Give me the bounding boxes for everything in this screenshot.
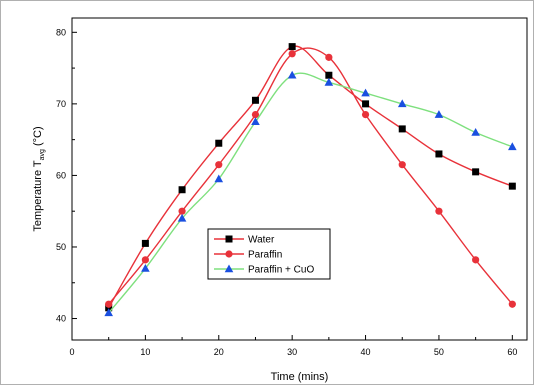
data-point-water: [325, 71, 333, 79]
data-point-water: [288, 43, 296, 51]
data-point-paraffin: [215, 161, 223, 169]
data-point-paraffin-cuo: [434, 110, 444, 118]
series-group: [104, 43, 517, 317]
data-point-paraffin: [325, 53, 333, 61]
plot-frame: [71, 17, 528, 341]
x-tick-label: 40: [361, 347, 371, 357]
data-point-water: [472, 168, 480, 176]
x-tick-label: 10: [140, 347, 150, 357]
series-paraffin-cuo: [104, 70, 517, 317]
y-label-subscript: avg: [39, 149, 46, 160]
series-water: [105, 43, 516, 312]
x-tick-label: 0: [69, 347, 74, 357]
data-point-paraffin-cuo: [397, 99, 407, 108]
data-point-water: [251, 96, 259, 104]
data-point-water: [508, 182, 516, 190]
axes: 0 10 20 30 40 50 60 40 50 60 70 80 Time (mins) Temper…: [32, 27, 517, 383]
x-tick-label: 20: [214, 347, 224, 357]
data-point-paraffin: [251, 111, 260, 119]
data-point-water: [398, 125, 406, 133]
data-point-paraffin-cuo: [177, 213, 187, 222]
data-point-paraffin: [508, 300, 516, 308]
data-point-paraffin: [105, 300, 113, 308]
data-point-paraffin-cuo: [508, 142, 517, 151]
data-point-paraffin-cuo: [251, 117, 260, 126]
plot-area: [71, 17, 528, 341]
data-point-paraffin: [178, 207, 186, 215]
y-label-main: Temperature T: [32, 160, 44, 232]
x-tick-label: 60: [507, 347, 517, 357]
data-point-water: [362, 100, 370, 108]
data-point-paraffin-cuo: [287, 70, 297, 79]
y-tick-label: 60: [56, 170, 66, 180]
legend-marker-paraffin-cuo: [224, 264, 234, 273]
x-axis-label: Time (mins): [271, 371, 329, 383]
data-point-paraffin: [398, 161, 406, 169]
data-point-paraffin-cuo: [471, 127, 480, 136]
y-tick-label: 50: [56, 242, 66, 252]
data-point-paraffin: [361, 111, 370, 119]
data-point-paraffin-cuo: [141, 263, 150, 272]
y-tick-label: 80: [56, 27, 66, 37]
legend-marker-water: [225, 235, 233, 243]
legend-label-paraffin-cuo: Paraffin + CuO: [248, 265, 314, 276]
legend-marker-paraffin: [225, 250, 233, 258]
legend-label-paraffin: Paraffin: [248, 250, 282, 261]
data-point-paraffin: [141, 256, 149, 264]
y-tick-label: 70: [56, 99, 66, 109]
y-tick-label: 40: [56, 314, 66, 324]
y-label-unit: (°C): [32, 126, 44, 149]
data-point-paraffin: [435, 207, 443, 215]
data-point-paraffin-cuo: [324, 77, 334, 86]
data-point-paraffin-cuo: [104, 308, 113, 317]
data-point-paraffin: [472, 256, 480, 264]
x-tick-label: 30: [287, 347, 297, 357]
data-point-water: [178, 186, 186, 194]
data-point-paraffin-cuo: [214, 174, 224, 183]
data-point-water: [215, 139, 223, 147]
y-axis-label: Temperature Tavg (°C): [32, 126, 46, 231]
series-paraffin: [105, 47, 516, 308]
x-tick-label: 50: [434, 347, 444, 357]
legend-label-water: Water: [248, 235, 275, 246]
data-point-water: [141, 239, 149, 247]
data-point-paraffin-cuo: [361, 88, 370, 97]
legend: Water Paraffin Paraffin + CuO: [207, 228, 331, 280]
data-point-paraffin: [288, 50, 296, 58]
data-point-water: [435, 150, 443, 158]
